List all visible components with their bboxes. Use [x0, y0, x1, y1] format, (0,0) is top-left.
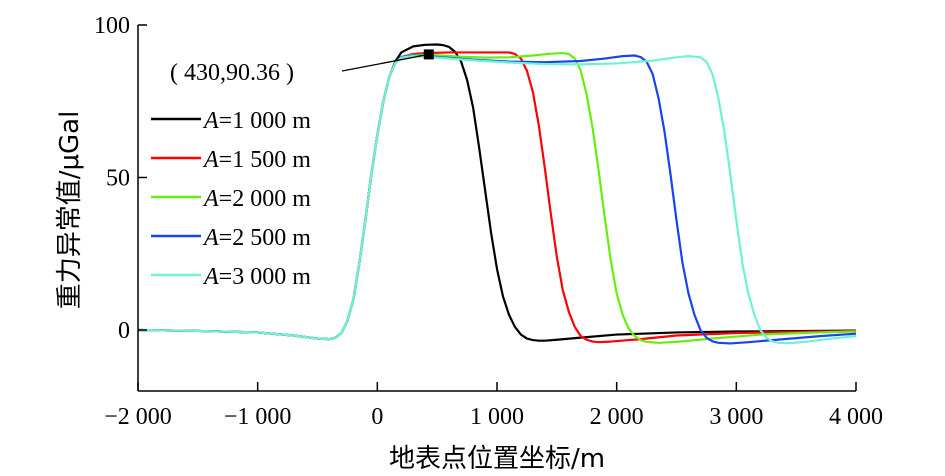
x-axis-title: 地表点位置坐标/m [389, 444, 605, 474]
axes-layer: −2 000 −1 000 0 1 000 2 000 3 000 4 000 0 50 100 [94, 13, 883, 430]
annotation-marker [423, 49, 434, 60]
y-tick-label: 100 [94, 13, 130, 39]
x-tick-label: 4 000 [829, 404, 883, 430]
y-tick-label: 50 [106, 166, 130, 192]
legend-label-3: A=2 000 m [202, 186, 311, 212]
legend-label-2: A=1 500 m [202, 147, 311, 173]
x-tick-label: 3 000 [709, 404, 763, 430]
legend-label-5: A=3 000 m [202, 264, 311, 290]
x-tick-label: 1 000 [470, 404, 524, 430]
x-tick-label: −1 000 [224, 404, 292, 430]
annotation-leader-line [341, 53, 429, 72]
series-layer [138, 43, 856, 345]
series-line-5 [138, 55, 856, 345]
annotation-layer: ( 430,90.36 ) [170, 49, 434, 86]
legend: A=1 000 m A=1 500 m A=2 000 m A=2 500 m A=3 … [151, 108, 311, 290]
y-tick-label: 0 [118, 318, 130, 344]
legend-label-1: A=1 000 m [202, 108, 311, 134]
x-tick-label: 0 [371, 404, 383, 430]
x-tick-label: −2 000 [104, 404, 172, 430]
legend-label-4: A=2 500 m [202, 225, 311, 251]
annotation-label: ( 430,90.36 ) [170, 60, 294, 86]
x-tick-label: 2 000 [590, 404, 644, 430]
y-axis-title: 重力异常值/μGal [55, 111, 85, 310]
